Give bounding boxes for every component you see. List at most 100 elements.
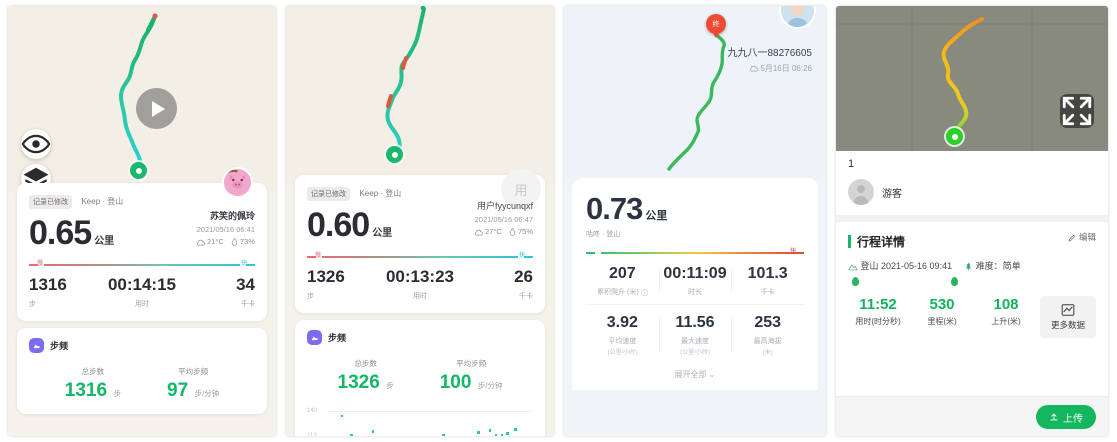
distance-block-2: 0.60 公里	[307, 206, 533, 245]
avatar-pig[interactable]	[222, 167, 253, 198]
stat-label: 平均速度	[608, 338, 637, 345]
cadence-total-label: 总步数	[354, 359, 377, 368]
upload-button-4[interactable]: 上传	[1036, 405, 1096, 429]
stat-elevation-gain-3[interactable]: 207 累积爬升 (米)	[586, 265, 659, 297]
accent-bar	[848, 235, 851, 248]
route-map-4[interactable]	[836, 6, 1108, 151]
cadence-total-label: 总步数	[81, 367, 105, 376]
cadence-total-unit: 步	[386, 381, 394, 390]
route-map-1[interactable]	[8, 6, 276, 194]
expand-all-label: 展开全部	[674, 370, 707, 379]
stat-unit: (米)	[762, 350, 773, 356]
more-data-label: 更多数据	[1050, 320, 1085, 330]
cloud-icon	[474, 229, 483, 235]
route-map-2[interactable]	[286, 6, 554, 184]
source-label-3: 咕咚 · 登山	[586, 231, 621, 238]
visibility-toggle-button[interactable]	[21, 129, 51, 159]
cadence-icon	[307, 330, 322, 345]
expand-all-button-3[interactable]: 展开全部 ⌄	[586, 363, 804, 382]
cadence-values-1: 总步数 1316 步 平均步频 97 步/分钟	[29, 366, 255, 402]
trip-detail-header-4: 行程详情	[848, 233, 1096, 250]
stat-avg-speed-3: 3.92 平均速度 (公里/小时)	[586, 314, 659, 356]
edit-icon	[1068, 235, 1075, 242]
chart-icon	[1061, 304, 1075, 316]
more-data-button-4[interactable]: 更多数据	[1040, 296, 1096, 338]
stat-duration-3: 00:11:09 时长	[658, 265, 732, 297]
chart-point	[488, 429, 492, 432]
cadence-total-value: 1326	[337, 372, 380, 393]
summary-panel-2: 用 记录已修改 Keep · 登山 0.60 公里 用户fyycunqxf 20…	[295, 169, 545, 313]
user-name-4: 游客	[882, 188, 902, 200]
stat-label: 时长	[688, 289, 702, 296]
upload-icon	[1050, 413, 1058, 421]
stat-value: 11:52	[859, 296, 897, 313]
cadence-avg-value: 100	[439, 372, 472, 393]
pace-fast-label-2: 快	[518, 253, 525, 259]
route-track-2	[385, 6, 426, 164]
chart-ytick-top: 140	[307, 408, 318, 414]
fullscreen-button[interactable]	[1060, 94, 1094, 128]
stat-value: 3.92	[606, 314, 638, 331]
route-point-markers-4	[852, 277, 1096, 286]
shoe-icon	[311, 336, 318, 341]
record-datetime-2: 2021/05/16 06:47	[474, 215, 533, 224]
source-label-2: Keep · 登山	[359, 189, 402, 199]
activity-info-4: 登山 2021-05-16 09:41	[848, 259, 952, 272]
edit-button-4[interactable]: 编辑	[1068, 231, 1096, 243]
summary-panel-3: 0.73 公里 咕咚 · 登山 九九八一88276605 5月16日 06:26…	[572, 6, 818, 390]
play-button[interactable]	[136, 88, 177, 129]
stat-value: 26	[514, 267, 533, 286]
cadence-icon	[29, 338, 44, 353]
cadence-avg-value: 97	[167, 380, 189, 401]
stat-ascent-4: 108 上升(米)	[976, 296, 1036, 327]
start-marker-2	[386, 146, 403, 163]
tree-icon	[965, 262, 972, 271]
user-info-3: 九九八一88276605 5月16日 06:26	[728, 44, 813, 74]
pace-fast-label-1: 快	[240, 261, 247, 267]
pace-gradient-bar-3: 快	[586, 249, 804, 256]
guest-avatar	[848, 179, 874, 205]
stat-label: 千卡	[240, 301, 255, 308]
chart-point	[477, 431, 480, 434]
stat-value: 11.56	[675, 314, 715, 331]
humidity-2: 75%	[517, 227, 533, 236]
chart-point	[500, 434, 504, 436]
modified-tag-2: 记录已修改	[307, 186, 350, 201]
stat-max-altitude-3: 253 最高海拔 (米)	[731, 314, 804, 356]
user-name-3: 九九八一88276605	[727, 48, 813, 59]
section-divider-4	[836, 215, 1108, 222]
weather-info-1: 21°C 73%	[196, 237, 255, 246]
chart-point	[340, 414, 344, 418]
start-marker-1	[130, 162, 147, 179]
cadence-total-unit: 步	[113, 389, 122, 398]
person-avatar-icon	[781, 6, 814, 27]
stat-value: 00:13:23	[385, 267, 455, 286]
cadence-panel-1: 步频 总步数 1316 步 平均步频 97 步/分钟	[17, 328, 267, 414]
stat-duration-1: 00:14:15 用时	[104, 275, 179, 309]
route-map-3[interactable]: 终	[564, 6, 826, 178]
stat-calories-3: 101.3 千卡	[731, 265, 804, 297]
distance-value-3: 0.73	[586, 191, 643, 226]
stat-value: 530	[929, 296, 955, 313]
end-marker-3[interactable]: 终	[706, 14, 726, 34]
record-datetime-3: 5月16日 06:26	[728, 63, 812, 74]
user-name-1: 苏笑的佩玲	[209, 211, 255, 221]
info-icon[interactable]	[640, 288, 648, 296]
record-datetime-1: 2021/05/16 06:41	[196, 225, 255, 234]
stat-steps-1: 1316 步	[29, 275, 104, 309]
pace-gradient-bar-2: 慢 快	[307, 253, 533, 260]
stat-label: 用时	[134, 301, 149, 308]
trip-meta-4: 登山 2021-05-16 09:41 难度：简单	[848, 259, 1096, 272]
stat-label: 千卡	[760, 289, 775, 296]
cadence-header-1: 步频	[29, 338, 255, 353]
stat-label: 上升(米)	[991, 317, 1021, 326]
stat-value: 34	[236, 275, 255, 294]
cadence-title-1: 步频	[50, 341, 69, 351]
stat-label: 累积爬升 (米)	[586, 287, 659, 297]
avatar-person[interactable]	[779, 6, 816, 29]
stat-value: 207	[608, 265, 636, 282]
activity-card-codoon-3: 终 0.73 公里 咕咚 · 登山 九九八一88276605	[564, 6, 826, 436]
user-row-4[interactable]: 游客	[848, 179, 1096, 205]
stat-distance-4: 530 里程(米)	[912, 296, 972, 327]
cadence-avg-2: 平均步频 100 步/分钟	[440, 358, 503, 394]
